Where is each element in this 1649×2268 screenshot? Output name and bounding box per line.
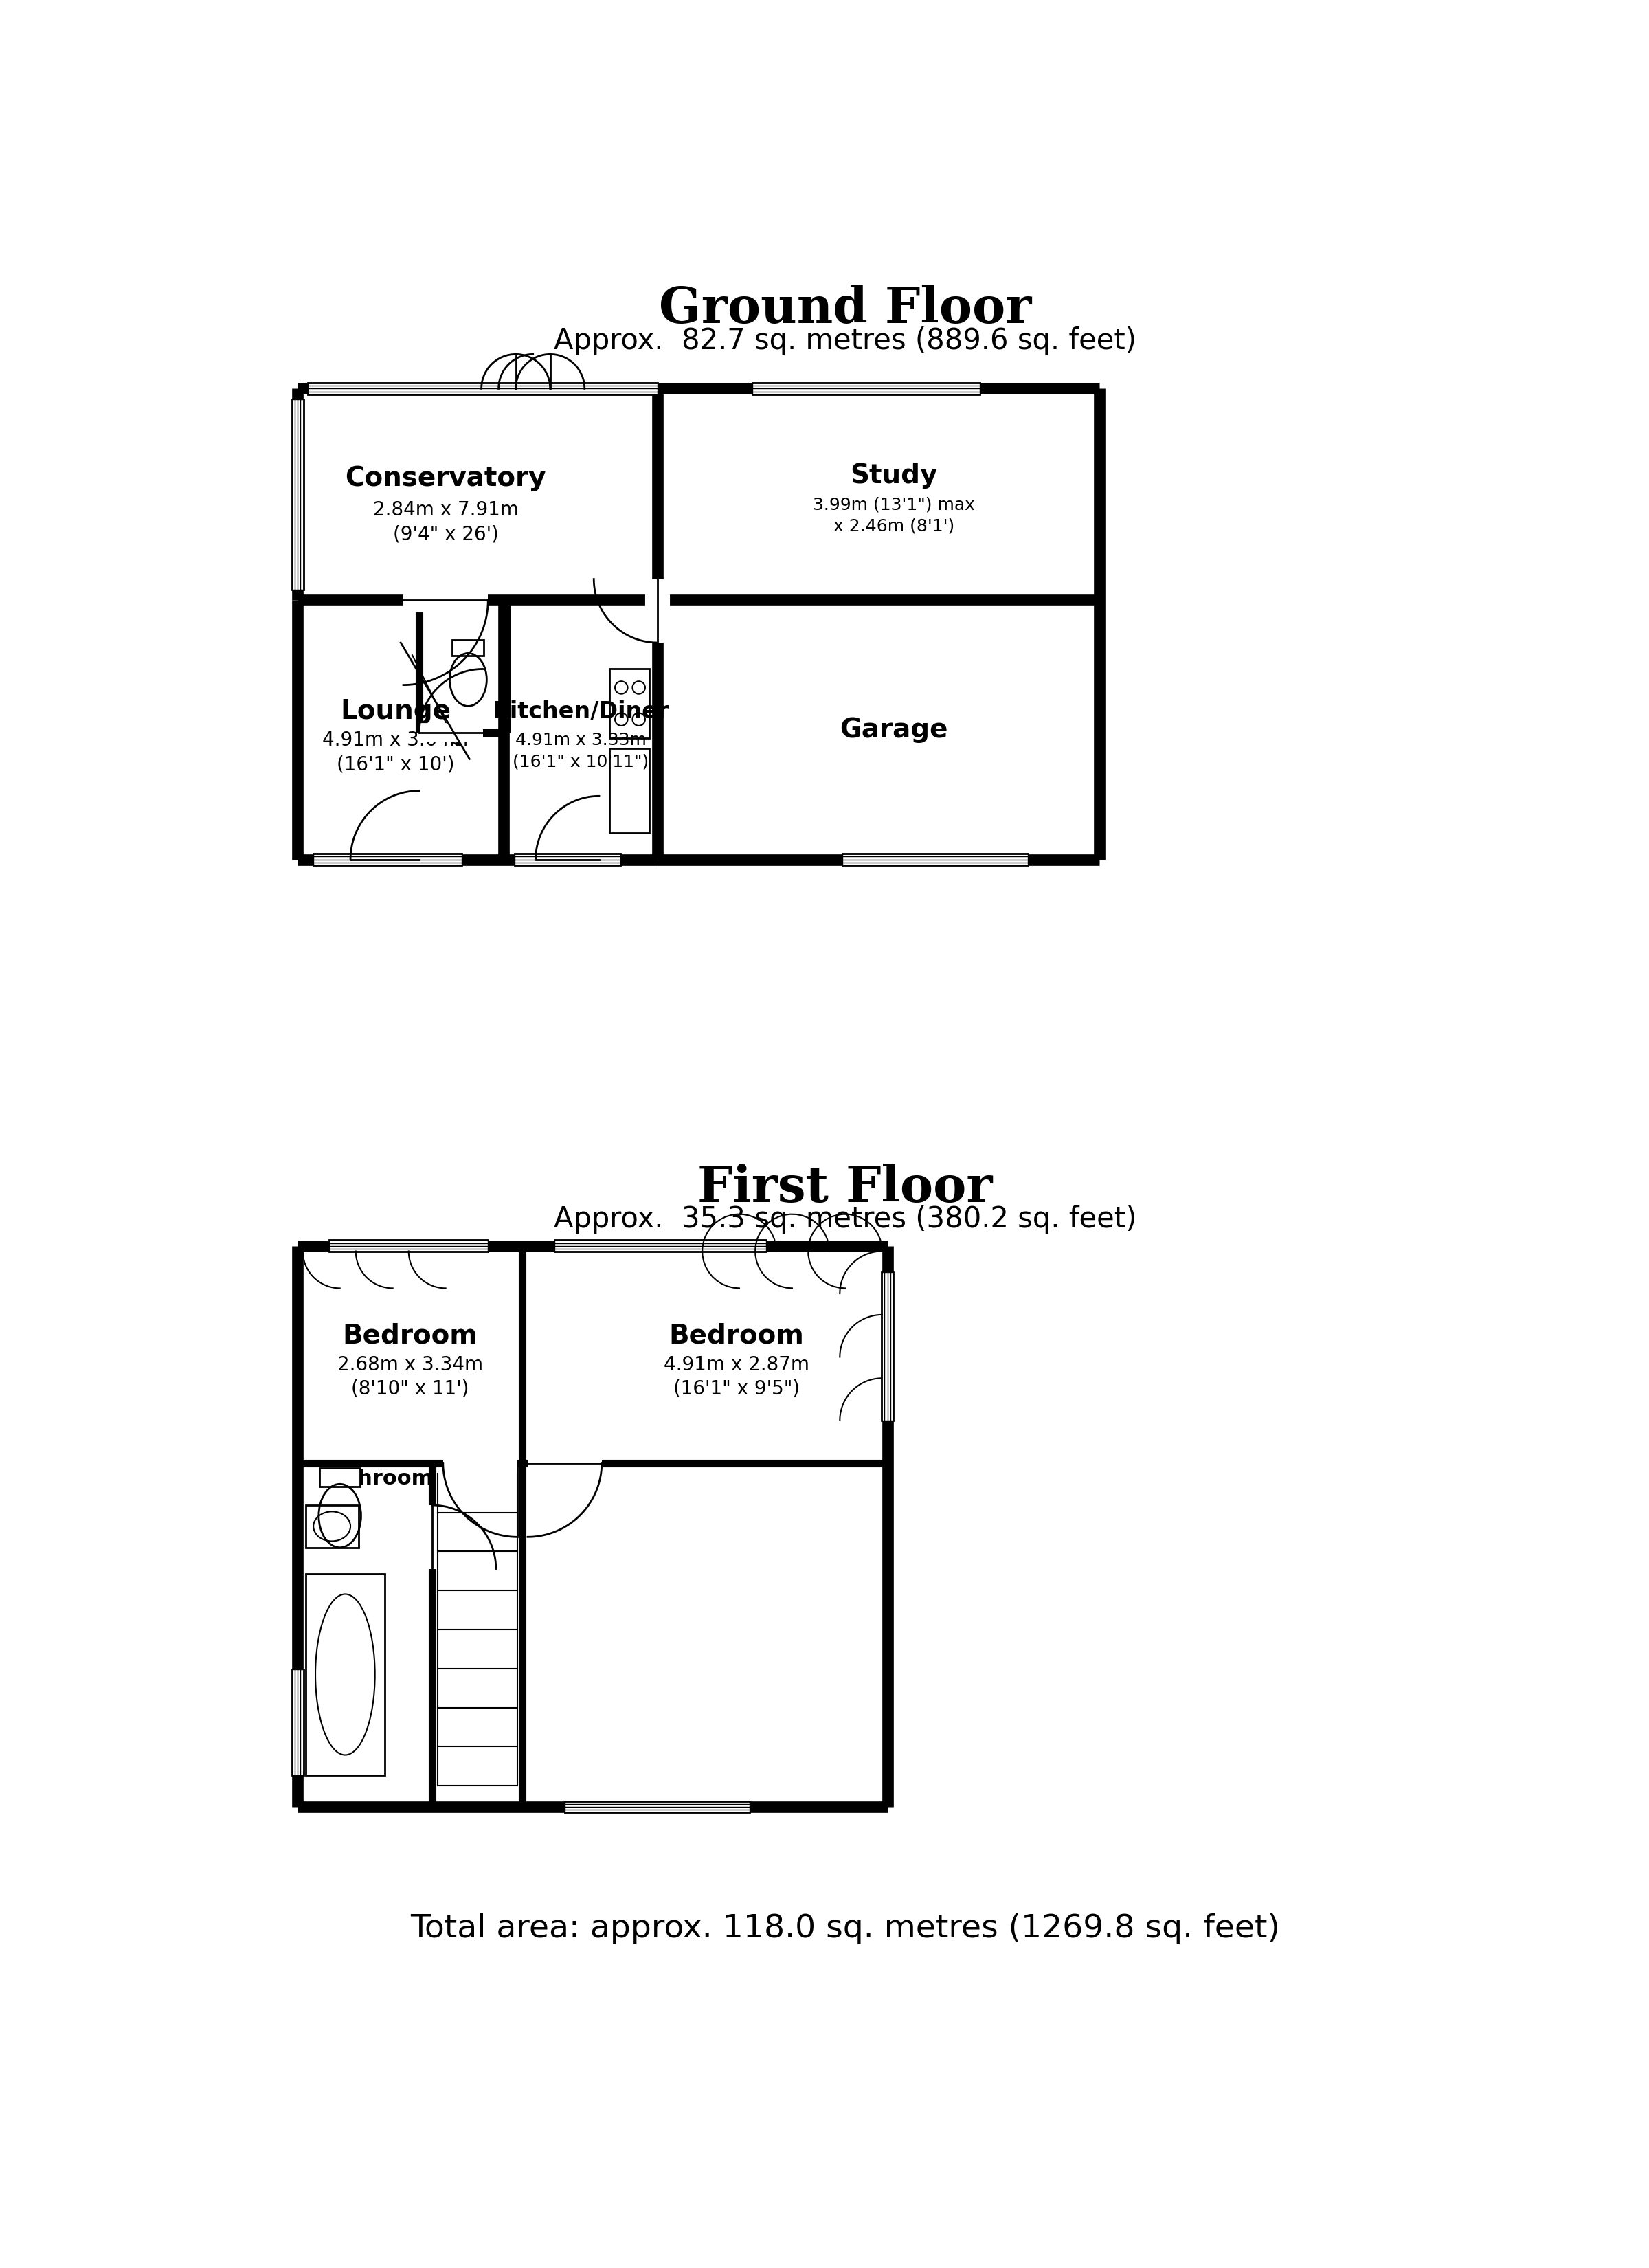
Bar: [305, 1506, 358, 1547]
Bar: [313, 853, 462, 866]
Text: (16'1" x 10'): (16'1" x 10'): [336, 755, 455, 773]
Text: (8'10" x 11'): (8'10" x 11'): [351, 1379, 468, 1399]
Text: Approx.  82.7 sq. metres (889.6 sq. feet): Approx. 82.7 sq. metres (889.6 sq. feet): [554, 327, 1136, 356]
Text: 4.91m x 3.04m: 4.91m x 3.04m: [323, 730, 468, 751]
Text: 4.91m x 2.87m: 4.91m x 2.87m: [665, 1356, 810, 1374]
Text: Bedroom: Bedroom: [343, 1322, 478, 1349]
Bar: [308, 383, 658, 395]
Text: First Floor: First Floor: [698, 1163, 993, 1211]
Text: Approx.  35.3 sq. metres (380.2 sq. feet): Approx. 35.3 sq. metres (380.2 sq. feet): [554, 1204, 1136, 1234]
Text: Kitchen/Diner: Kitchen/Diner: [491, 701, 669, 723]
Text: Study: Study: [851, 463, 938, 490]
Bar: [752, 383, 980, 395]
Text: Garage: Garage: [839, 717, 948, 744]
Bar: [843, 853, 1027, 866]
Text: 2.68m x 3.34m: 2.68m x 3.34m: [336, 1356, 483, 1374]
Text: Total area: approx. 118.0 sq. metres (1269.8 sq. feet): Total area: approx. 118.0 sq. metres (12…: [411, 1914, 1280, 1944]
Text: Ground Floor: Ground Floor: [660, 286, 1031, 333]
Bar: [330, 1241, 488, 1252]
Text: (16'1" x 10'11"): (16'1" x 10'11"): [513, 753, 648, 769]
Bar: [514, 853, 620, 866]
Bar: [452, 640, 485, 655]
Text: Bathroom: Bathroom: [318, 1470, 434, 1488]
Bar: [292, 399, 303, 590]
Bar: [610, 748, 650, 832]
Text: 3.99m (13'1") max: 3.99m (13'1") max: [813, 497, 975, 513]
Text: x 2.46m (8'1'): x 2.46m (8'1'): [833, 517, 955, 535]
Text: Lounge: Lounge: [340, 699, 450, 723]
Bar: [292, 1669, 303, 1776]
Text: (16'1" x 9'5"): (16'1" x 9'5"): [673, 1379, 800, 1399]
Bar: [564, 1801, 750, 1812]
Text: 2.84m x 7.91m: 2.84m x 7.91m: [373, 501, 518, 519]
Bar: [882, 1272, 894, 1420]
Text: 4.91m x 3.33m: 4.91m x 3.33m: [514, 733, 646, 748]
Bar: [610, 669, 650, 737]
Text: Conservatory: Conservatory: [345, 465, 546, 492]
Bar: [320, 1467, 359, 1488]
Bar: [305, 1574, 384, 1776]
Bar: [554, 1241, 765, 1252]
Text: Bedroom: Bedroom: [669, 1322, 805, 1349]
Text: (9'4" x 26'): (9'4" x 26'): [392, 524, 498, 544]
